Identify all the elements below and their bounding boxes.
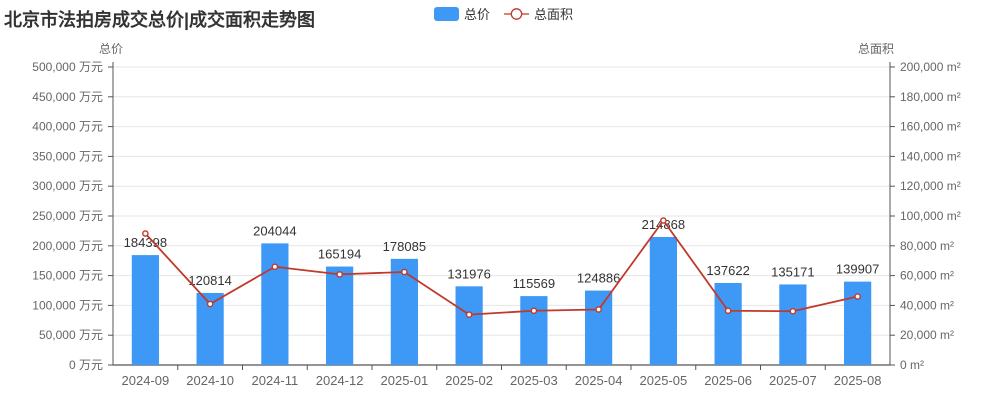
- svg-text:0 万元: 0 万元: [69, 358, 103, 372]
- svg-text:20,000 m²: 20,000 m²: [900, 328, 954, 342]
- svg-text:40,000 m²: 40,000 m²: [900, 298, 954, 312]
- svg-text:300,000 万元: 300,000 万元: [32, 179, 103, 193]
- svg-text:184398: 184398: [124, 235, 167, 250]
- svg-text:140,000 m²: 140,000 m²: [900, 149, 961, 163]
- svg-text:2024-10: 2024-10: [186, 373, 234, 388]
- svg-text:124886: 124886: [577, 271, 620, 286]
- svg-text:50,000 万元: 50,000 万元: [39, 328, 103, 342]
- svg-text:135171: 135171: [771, 264, 814, 279]
- svg-text:200,000 m²: 200,000 m²: [900, 60, 961, 74]
- svg-text:2024-11: 2024-11: [252, 373, 299, 388]
- svg-text:2024-09: 2024-09: [122, 373, 170, 388]
- svg-text:160,000 m²: 160,000 m²: [900, 120, 961, 134]
- svg-text:80,000 m²: 80,000 m²: [900, 239, 954, 253]
- svg-text:500,000 万元: 500,000 万元: [32, 60, 103, 74]
- svg-text:131976: 131976: [447, 266, 490, 281]
- svg-text:2025-05: 2025-05: [640, 373, 688, 388]
- svg-text:2025-02: 2025-02: [445, 373, 493, 388]
- svg-text:0 m²: 0 m²: [900, 358, 924, 372]
- svg-text:2024-12: 2024-12: [316, 373, 364, 388]
- svg-text:200,000 万元: 200,000 万元: [32, 239, 103, 253]
- svg-text:165194: 165194: [318, 247, 361, 262]
- svg-text:120814: 120814: [188, 273, 231, 288]
- svg-text:2025-01: 2025-01: [381, 373, 429, 388]
- svg-text:2025-08: 2025-08: [834, 373, 882, 388]
- svg-text:100,000 m²: 100,000 m²: [900, 209, 961, 223]
- svg-text:204044: 204044: [253, 223, 296, 238]
- svg-text:150,000 万元: 150,000 万元: [32, 269, 103, 283]
- svg-text:2025-06: 2025-06: [704, 373, 752, 388]
- svg-text:250,000 万元: 250,000 万元: [32, 209, 103, 223]
- svg-text:2025-04: 2025-04: [575, 373, 623, 388]
- svg-text:2025-03: 2025-03: [510, 373, 558, 388]
- svg-text:139907: 139907: [836, 262, 879, 277]
- svg-text:2025-07: 2025-07: [769, 373, 817, 388]
- svg-text:100,000 万元: 100,000 万元: [32, 298, 103, 312]
- svg-text:115569: 115569: [513, 276, 555, 291]
- svg-text:120,000 m²: 120,000 m²: [900, 179, 961, 193]
- svg-text:400,000 万元: 400,000 万元: [32, 120, 103, 134]
- svg-text:180,000 m²: 180,000 m²: [900, 90, 961, 104]
- svg-text:450,000 万元: 450,000 万元: [32, 90, 103, 104]
- svg-text:350,000 万元: 350,000 万元: [32, 149, 103, 163]
- svg-text:60,000 m²: 60,000 m²: [900, 269, 954, 283]
- svg-text:178085: 178085: [383, 239, 426, 254]
- svg-text:137622: 137622: [706, 263, 749, 278]
